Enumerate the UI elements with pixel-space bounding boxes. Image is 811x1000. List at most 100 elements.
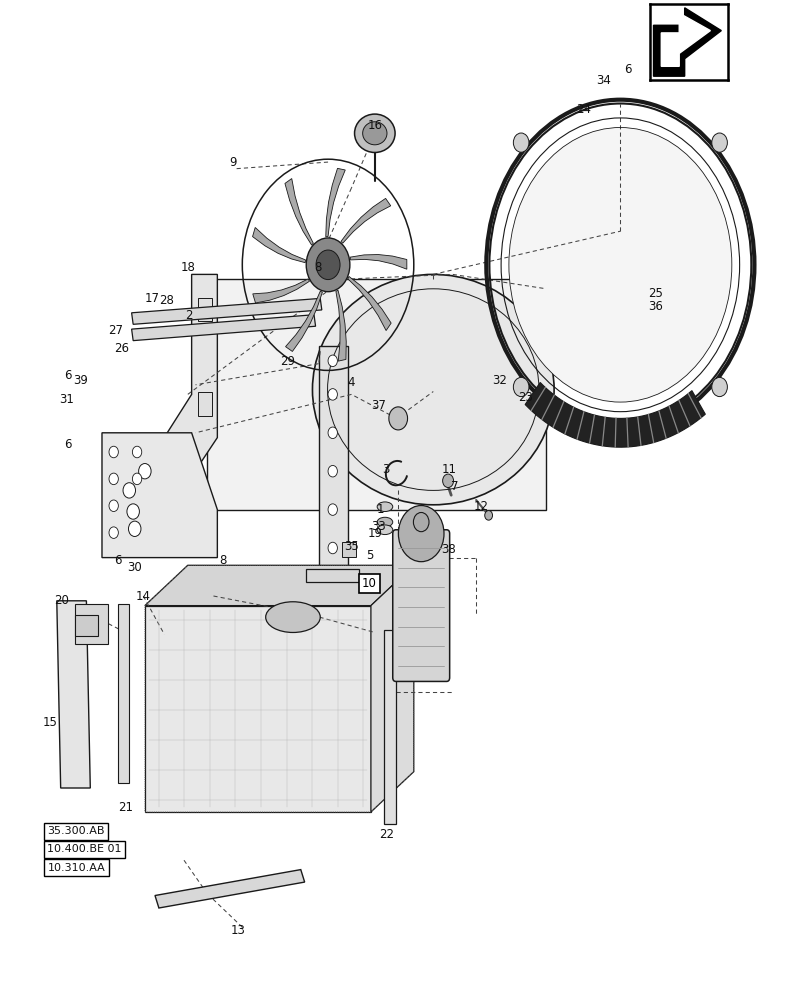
Circle shape	[132, 446, 142, 458]
Polygon shape	[75, 615, 98, 636]
Text: 21: 21	[118, 801, 133, 814]
Circle shape	[328, 355, 337, 367]
Circle shape	[109, 473, 118, 485]
Polygon shape	[306, 569, 358, 582]
Polygon shape	[525, 382, 705, 447]
Polygon shape	[371, 565, 414, 812]
Circle shape	[442, 474, 453, 488]
Bar	[198, 298, 212, 321]
Text: 28: 28	[159, 294, 174, 307]
Text: 24: 24	[576, 103, 590, 116]
Ellipse shape	[376, 517, 393, 527]
Text: 5: 5	[366, 549, 373, 562]
Text: 39: 39	[74, 373, 88, 386]
Text: 31: 31	[58, 393, 74, 406]
Text: 10: 10	[362, 577, 376, 590]
Text: 23: 23	[517, 391, 532, 404]
Text: 20: 20	[54, 594, 69, 607]
Text: 22: 22	[379, 828, 393, 841]
Text: 17: 17	[145, 292, 160, 305]
Polygon shape	[57, 601, 90, 788]
Circle shape	[711, 133, 727, 152]
Text: 15: 15	[43, 716, 58, 729]
Text: 3: 3	[381, 463, 389, 476]
Polygon shape	[653, 8, 720, 76]
Polygon shape	[350, 255, 406, 269]
Text: 18: 18	[180, 261, 195, 274]
Text: 36: 36	[647, 300, 662, 313]
Polygon shape	[207, 279, 546, 510]
Bar	[341, 542, 356, 557]
Text: 30: 30	[127, 561, 142, 574]
Polygon shape	[285, 291, 322, 351]
Ellipse shape	[376, 502, 393, 512]
Text: 26: 26	[114, 342, 129, 355]
Circle shape	[484, 511, 492, 520]
Text: 19: 19	[367, 527, 382, 540]
Text: 8: 8	[219, 554, 226, 567]
Ellipse shape	[265, 602, 320, 632]
Polygon shape	[341, 198, 390, 243]
Circle shape	[132, 473, 142, 485]
Text: 13: 13	[230, 924, 246, 937]
Text: 6: 6	[624, 63, 631, 76]
Text: 32: 32	[491, 373, 506, 386]
Polygon shape	[131, 315, 315, 341]
Text: 6: 6	[64, 438, 71, 451]
Text: 34: 34	[596, 74, 611, 87]
Text: 10.400.BE 01: 10.400.BE 01	[47, 844, 122, 854]
Text: 35.300.AB: 35.300.AB	[47, 826, 105, 836]
Ellipse shape	[354, 114, 395, 152]
Text: 1: 1	[376, 503, 384, 516]
Text: 4: 4	[347, 376, 354, 389]
Text: 16: 16	[367, 119, 382, 132]
Polygon shape	[131, 298, 321, 324]
Ellipse shape	[312, 274, 553, 505]
Circle shape	[388, 407, 407, 430]
Text: 27: 27	[109, 324, 123, 337]
Text: 11: 11	[441, 463, 456, 476]
Circle shape	[413, 512, 428, 532]
Circle shape	[513, 133, 528, 152]
Bar	[144, 606, 371, 812]
Circle shape	[127, 504, 139, 519]
Circle shape	[123, 483, 135, 498]
Text: 33: 33	[371, 520, 385, 533]
Circle shape	[328, 542, 337, 554]
Polygon shape	[660, 13, 710, 66]
Polygon shape	[384, 630, 396, 824]
Text: 10.310.AA: 10.310.AA	[47, 863, 105, 873]
Circle shape	[139, 464, 151, 479]
Polygon shape	[318, 346, 347, 572]
Polygon shape	[102, 433, 217, 558]
Text: 25: 25	[647, 287, 662, 300]
Circle shape	[711, 377, 727, 397]
Circle shape	[513, 377, 528, 397]
Circle shape	[128, 521, 141, 536]
Circle shape	[315, 250, 340, 280]
Polygon shape	[252, 227, 305, 263]
Text: 14: 14	[135, 589, 151, 602]
Text: 6: 6	[114, 554, 121, 567]
Text: 2: 2	[186, 309, 193, 322]
Circle shape	[109, 500, 118, 512]
Polygon shape	[336, 290, 345, 361]
Circle shape	[328, 465, 337, 477]
Text: 8: 8	[314, 261, 321, 274]
Text: 35: 35	[344, 540, 358, 553]
Text: 7: 7	[451, 480, 458, 493]
Bar	[198, 392, 212, 416]
Circle shape	[508, 128, 731, 402]
Circle shape	[328, 427, 337, 439]
Polygon shape	[325, 168, 345, 237]
Circle shape	[109, 527, 118, 538]
Polygon shape	[252, 279, 309, 303]
Polygon shape	[75, 604, 108, 644]
Text: 12: 12	[474, 500, 488, 513]
FancyBboxPatch shape	[393, 530, 449, 681]
Circle shape	[328, 389, 337, 400]
Polygon shape	[347, 276, 391, 331]
Text: 29: 29	[280, 355, 294, 368]
Text: 9: 9	[229, 156, 236, 169]
Polygon shape	[155, 870, 304, 908]
